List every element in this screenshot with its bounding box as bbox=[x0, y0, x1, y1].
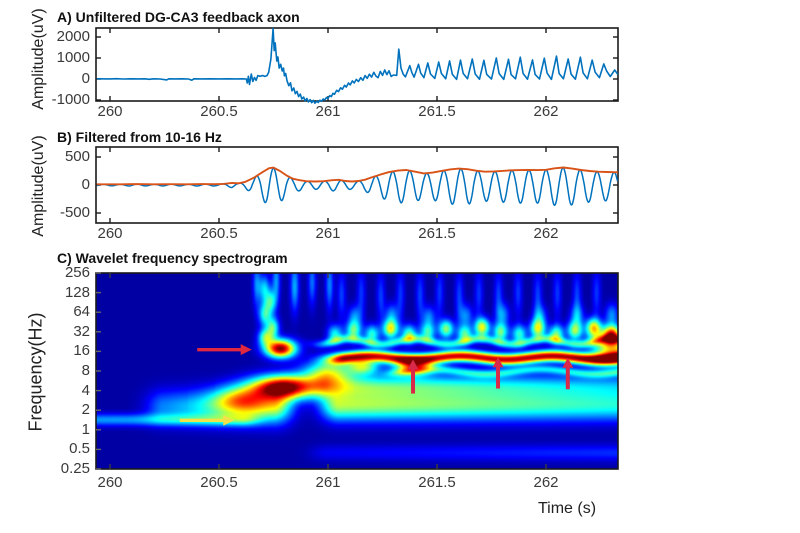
y-tick-label: 128 bbox=[64, 283, 90, 301]
panel-c-title: C) Wavelet frequency spectrogram bbox=[57, 250, 288, 266]
panel-b-title: B) Filtered from 10-16 Hz bbox=[57, 129, 222, 145]
x-tick-label: 261.5 bbox=[418, 103, 456, 120]
unfiltered-trace bbox=[96, 27, 619, 104]
panel-c-xlabel: Time (s) bbox=[537, 500, 597, 517]
x-tick-label: 261 bbox=[315, 474, 341, 491]
y-tick-label: 2 bbox=[81, 401, 90, 419]
y-tick-label: 1000 bbox=[56, 49, 90, 66]
y-tick-label: -1000 bbox=[51, 91, 90, 108]
y-tick-label: 0 bbox=[81, 70, 90, 87]
x-tick-label: 262 bbox=[533, 225, 559, 242]
x-tick-label: 261 bbox=[315, 225, 341, 242]
x-tick-label: 260.5 bbox=[200, 103, 238, 120]
x-tick-label: 261 bbox=[315, 103, 341, 120]
y-tick-label: 4 bbox=[81, 381, 90, 399]
y-tick-label: 500 bbox=[64, 148, 90, 165]
x-tick-label: 260 bbox=[97, 103, 123, 120]
x-tick-label: 262 bbox=[533, 474, 559, 491]
x-tick-label: 260.5 bbox=[200, 474, 238, 491]
x-tick-label: 260 bbox=[97, 474, 123, 491]
x-tick-label: 261.5 bbox=[418, 474, 456, 491]
y-tick-label: 1 bbox=[81, 420, 90, 438]
y-tick-label: 0.5 bbox=[69, 440, 90, 458]
x-tick-label: 262 bbox=[533, 103, 559, 120]
envelope-trace bbox=[96, 166, 618, 186]
y-tick-label: 8 bbox=[81, 362, 90, 379]
y-tick-label: 64 bbox=[73, 303, 90, 321]
y-tick-label: 2000 bbox=[56, 28, 90, 45]
wavelet-spectrogram-heatmap bbox=[96, 273, 618, 469]
panel-a-title: A) Unfiltered DG-CA3 feedback axon bbox=[57, 9, 300, 25]
y-tick-label: 0.25 bbox=[60, 460, 90, 477]
filtered-trace bbox=[96, 166, 619, 207]
y-tick-label: -500 bbox=[59, 204, 90, 221]
y-tick-label: 16 bbox=[73, 342, 90, 360]
y-tick-label: 0 bbox=[81, 176, 90, 193]
x-tick-label: 260.5 bbox=[200, 225, 238, 242]
y-tick-label: 256 bbox=[64, 264, 90, 281]
panel-a-frame bbox=[95, 27, 619, 102]
x-tick-label: 261.5 bbox=[418, 225, 456, 242]
x-tick-label: 260 bbox=[97, 225, 123, 242]
panel-b-frame bbox=[95, 146, 619, 224]
y-tick-label: 32 bbox=[73, 322, 90, 340]
